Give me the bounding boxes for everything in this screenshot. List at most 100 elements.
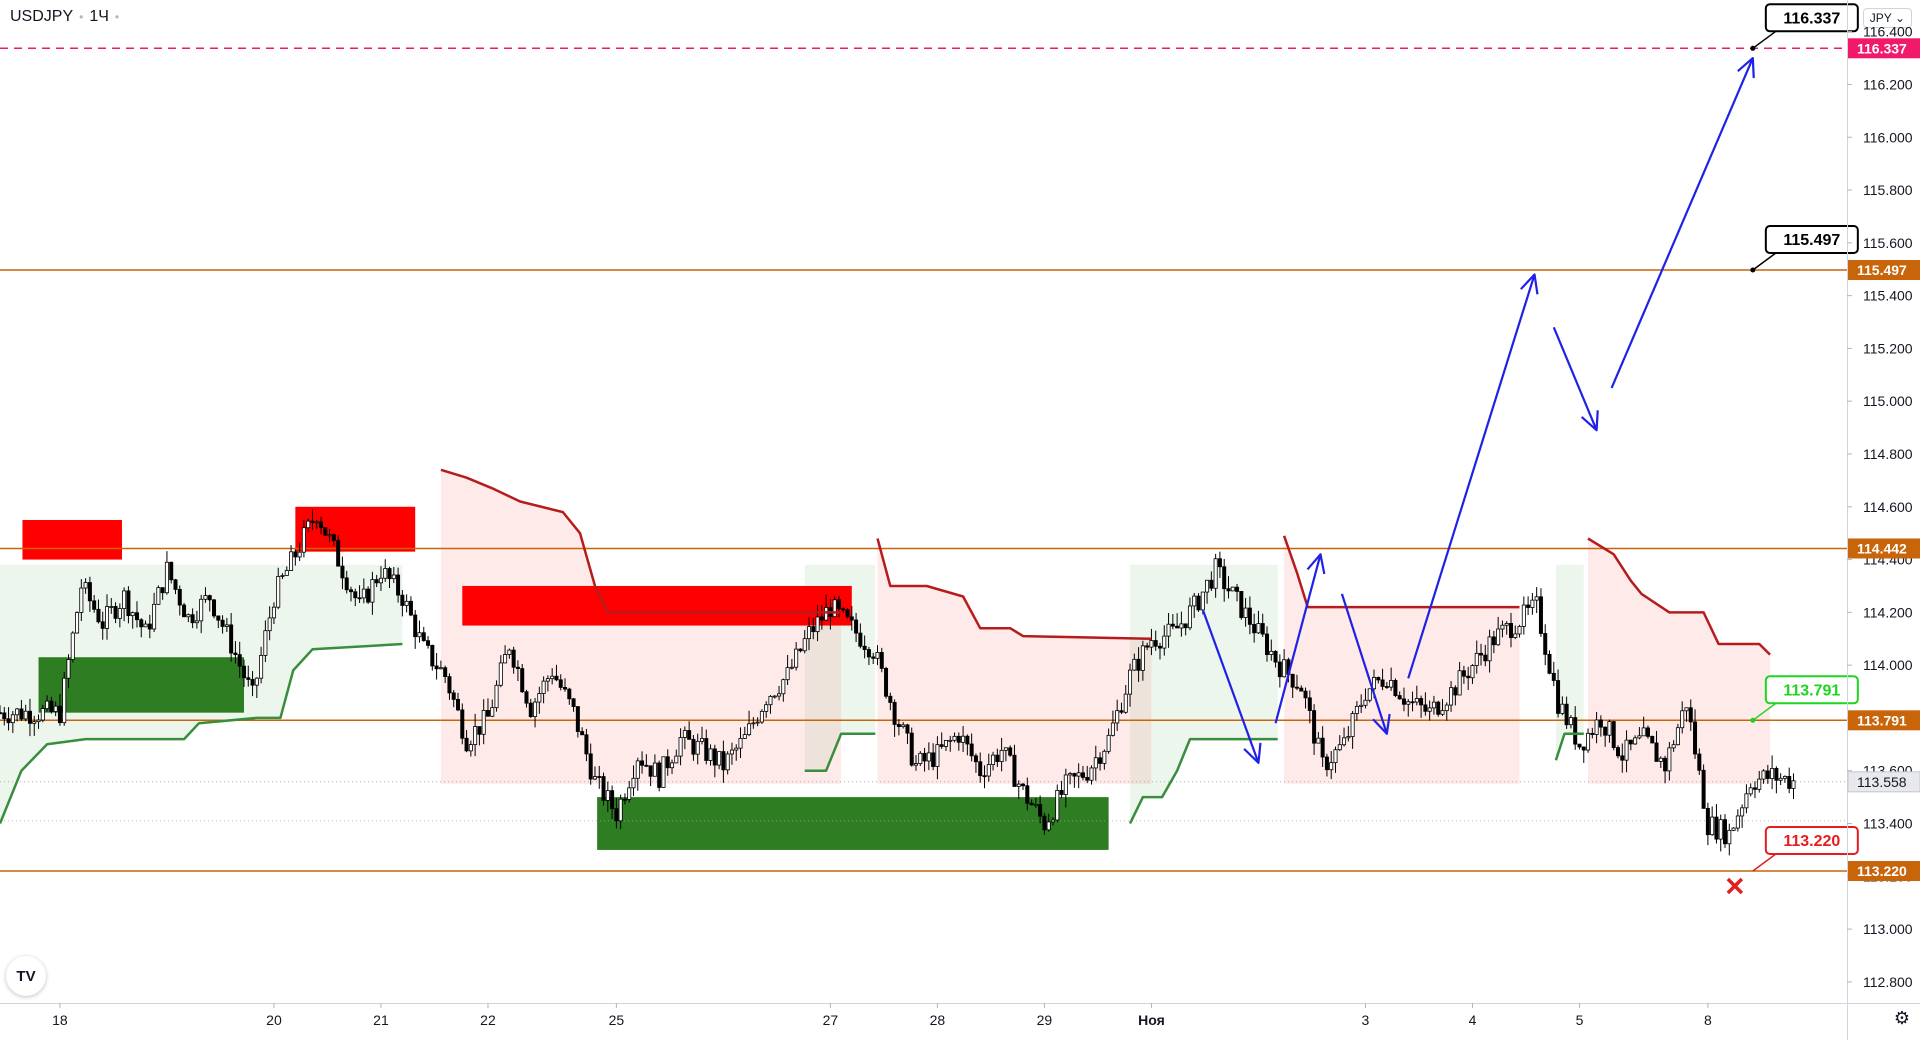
candle-body (79, 587, 84, 613)
candle-body (1693, 721, 1698, 755)
candle-body (259, 654, 264, 679)
level-113-791-badge[interactable] (1848, 710, 1920, 731)
support-stop-line (0, 642, 403, 824)
candle-body (1701, 769, 1706, 809)
candle-body (1761, 770, 1766, 780)
candle-body (1329, 762, 1334, 771)
candle-body (507, 649, 512, 655)
candle-body (926, 752, 931, 762)
candle-body (1444, 704, 1449, 712)
y-tick-label: 114.600 (1863, 499, 1913, 515)
candle-body (849, 616, 854, 621)
candle-body (777, 693, 782, 697)
candle-body (1153, 640, 1158, 647)
candle-body (182, 604, 187, 618)
currency-selector[interactable]: JPY ⌄ (1862, 8, 1912, 28)
candle-body (87, 582, 92, 602)
candle-body (1393, 680, 1398, 696)
candle-body (892, 702, 897, 725)
candle-body (648, 765, 653, 777)
candle-body (1594, 719, 1599, 735)
candle-body (811, 626, 816, 633)
candle-body (1449, 687, 1454, 706)
candle-body (845, 609, 850, 618)
candle-body (1145, 645, 1150, 648)
forecast-arrow[interactable] (1610, 57, 1754, 389)
y-tick-label: 116.000 (1863, 129, 1913, 145)
candle-body (378, 577, 383, 584)
candle-body (1269, 650, 1274, 655)
candle-body (1534, 596, 1539, 601)
candle-body (254, 677, 259, 686)
resistance-stop-line (876, 538, 1152, 641)
x-tick-label: 20 (266, 1012, 282, 1028)
level-116-337-badge[interactable] (1848, 38, 1920, 59)
candle-body (1089, 767, 1094, 781)
level-115-497-badge[interactable] (1848, 260, 1920, 281)
last-price-badge[interactable] (1847, 771, 1920, 793)
forecast-arrow[interactable] (1552, 326, 1598, 431)
candle-body (1564, 703, 1569, 726)
candle-body (53, 705, 58, 712)
candle-body (1496, 628, 1501, 646)
candle-body (1491, 636, 1496, 646)
candle-body (100, 621, 105, 629)
tradingview-logo-icon[interactable]: TV (6, 956, 46, 996)
candle-body (1324, 756, 1329, 771)
candle-body (233, 652, 238, 656)
candle-body (40, 708, 45, 721)
candle-body (19, 708, 24, 720)
entry-callout-leader (1752, 702, 1777, 721)
candle-body (1098, 757, 1103, 764)
level-114-442-badge[interactable] (1848, 538, 1920, 559)
candle-body (293, 551, 298, 558)
candle-body (468, 744, 473, 752)
symbol-name[interactable]: USDJPY (10, 8, 74, 25)
candle-body (383, 568, 388, 579)
candle-body (1102, 750, 1107, 764)
candle-body (1337, 744, 1342, 751)
timeframe-label[interactable]: 1Ч (89, 8, 109, 25)
forecast-arrow[interactable] (1274, 554, 1322, 724)
candle-body (1307, 697, 1312, 711)
entry-callout-box[interactable] (1764, 675, 1859, 705)
candle-body (1050, 819, 1055, 823)
candle-body (1312, 710, 1317, 744)
candle-body (1641, 727, 1646, 737)
candle-body (1316, 737, 1321, 744)
forecast-arrow[interactable] (1201, 609, 1260, 764)
forecast-arrow[interactable] (1340, 593, 1388, 735)
candle-body (271, 606, 276, 619)
candle-body (1423, 704, 1428, 712)
candle-body (567, 688, 572, 700)
candle-body (1200, 591, 1205, 611)
candle-body (456, 698, 461, 711)
candle-body (1350, 713, 1355, 737)
candle-body (421, 632, 426, 642)
candle-body (918, 752, 923, 764)
candle-body (1598, 719, 1603, 728)
candle-body (896, 724, 901, 728)
levels-layer (0, 47, 1847, 872)
candle-body (751, 722, 756, 725)
candle-body (173, 579, 178, 590)
candle-body (1029, 802, 1034, 806)
x-tick-label: 3 (1362, 1012, 1370, 1028)
target-2-callout-box[interactable] (1764, 3, 1859, 33)
candle-body (678, 737, 683, 757)
level-113-220-badge[interactable] (1848, 861, 1920, 882)
candle-body (1213, 558, 1218, 589)
forecast-arrow[interactable] (1407, 274, 1536, 679)
stop-callout-box[interactable] (1764, 826, 1859, 856)
candle-body (1187, 605, 1192, 629)
gear-icon[interactable]: ⚙ (1893, 1008, 1910, 1028)
x-tick-label: 4 (1469, 1012, 1477, 1028)
candle-body (1517, 625, 1522, 635)
target-1-callout-box[interactable] (1764, 225, 1859, 255)
target-1-callout-text: 115.497 (1783, 232, 1840, 249)
candle-body (575, 706, 580, 732)
symbol-header[interactable]: USDJPY • 1Ч • (10, 8, 119, 26)
candles-layer (0, 509, 1796, 856)
candle-body (1740, 807, 1745, 817)
